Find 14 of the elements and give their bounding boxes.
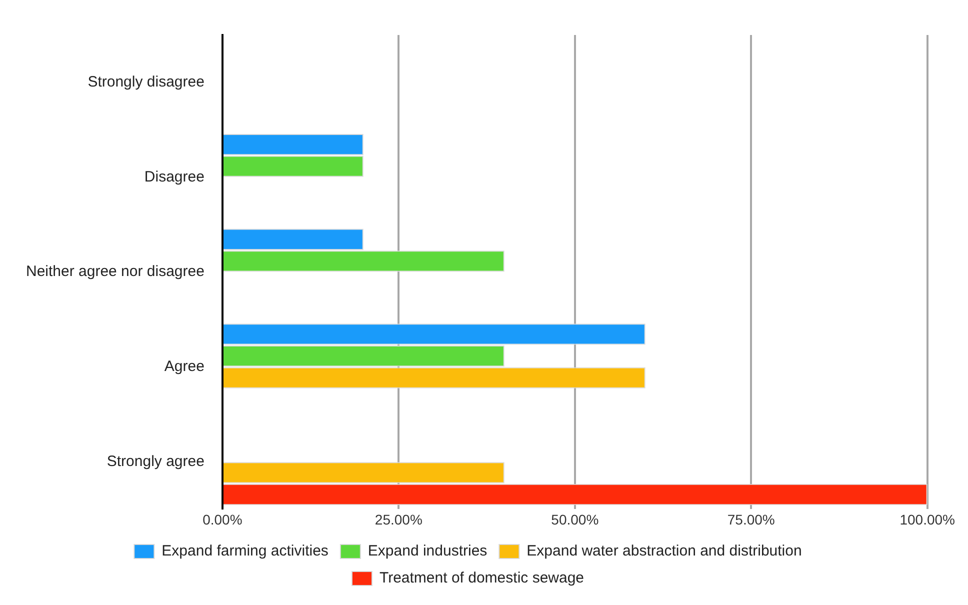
x-tick-label: 0.00% [202,511,242,528]
y-tick-label: Agree [164,358,204,376]
legend-label: Expand farming activities [162,542,328,560]
y-tick-label: Strongly agree [106,452,204,470]
y-tick-label: Strongly disagree [88,74,204,91]
y-tick-label: Neither agree nor disagree [26,263,204,280]
y-tick-label: Disagree [144,168,204,186]
legend-label: Expand industries [368,542,488,560]
x-tick-label: 25.00% [374,511,422,528]
x-tick-label: 100.00% [900,511,956,528]
x-tick-label: 75.00% [727,511,775,528]
x-tick-label: 50.00% [551,511,599,528]
legend-label: Expand water abstraction and distribution [526,542,802,560]
legend-label: Treatment of domestic sewage [379,570,584,587]
